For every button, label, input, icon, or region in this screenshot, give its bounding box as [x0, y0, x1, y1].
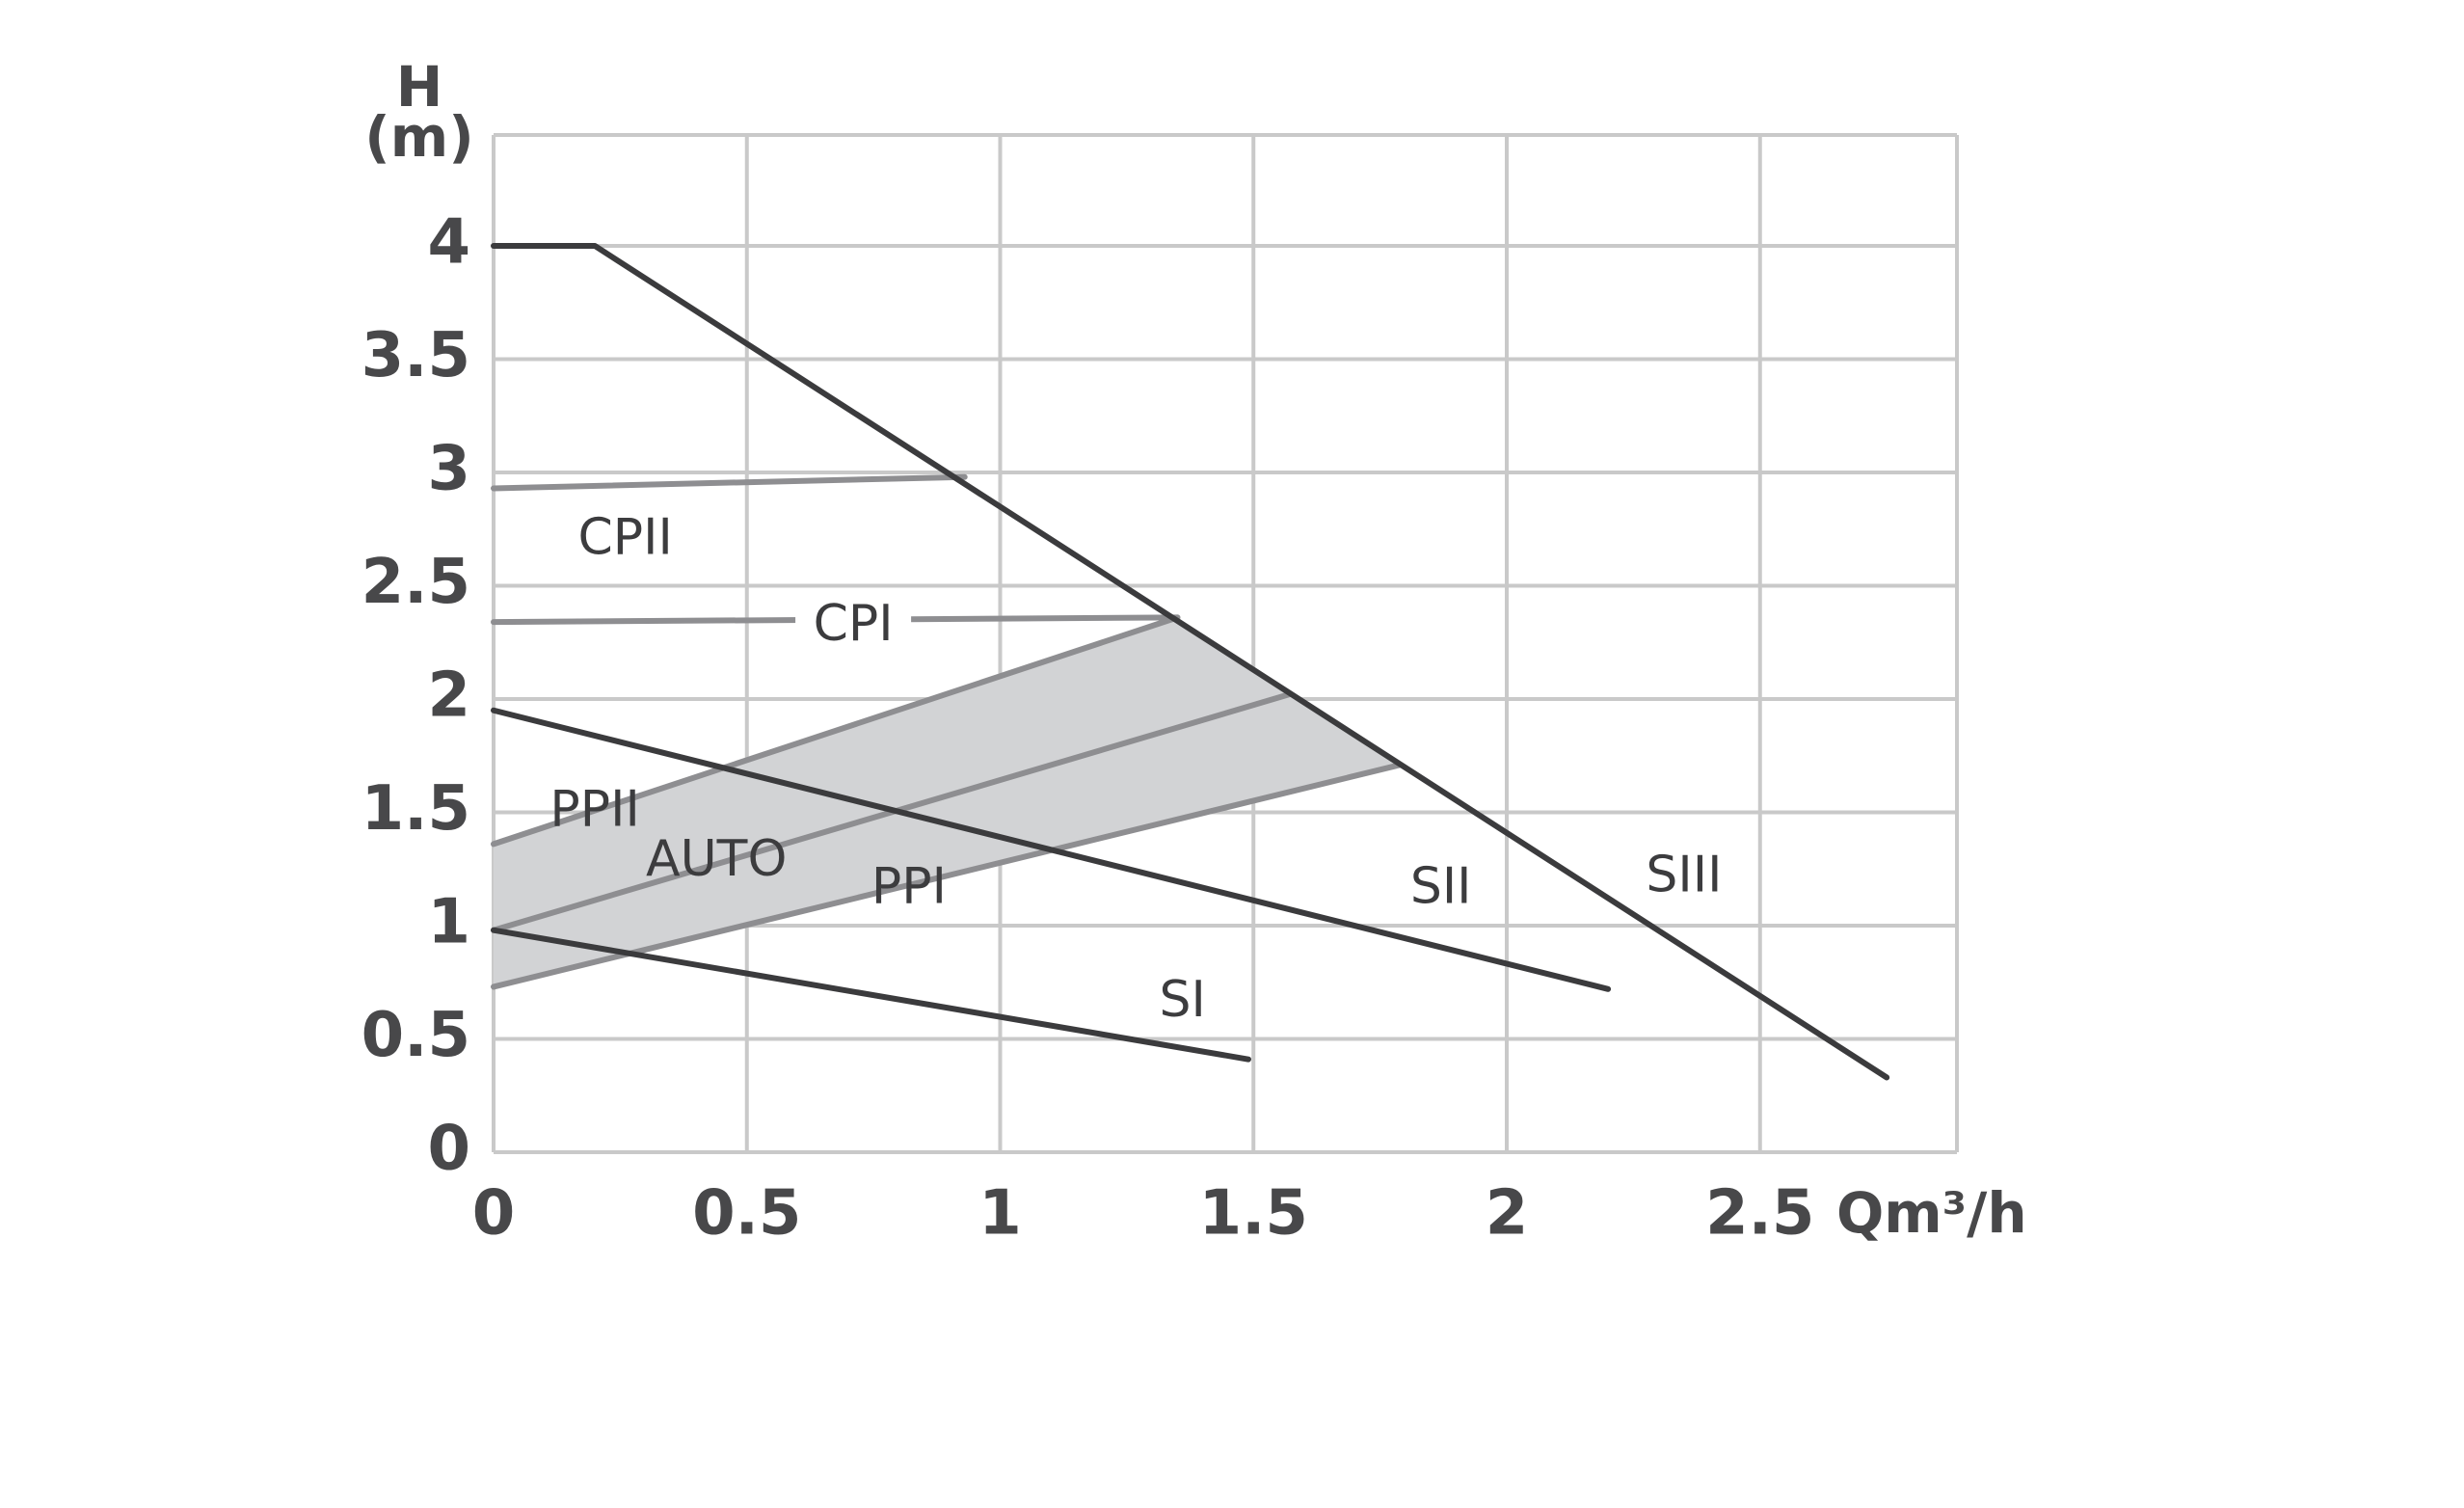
y-axis-label-line: H [396, 54, 443, 120]
series-cpii [491, 473, 968, 492]
y-axis-label-line: (m) [364, 104, 473, 170]
y-tick-label: 4 [427, 207, 470, 279]
y-tick-label: 3.5 [362, 320, 470, 391]
series-label-sii: SII [1410, 857, 1472, 915]
series-label-cpii: CPII [577, 509, 672, 567]
x-tick-label: 2 [1486, 1178, 1529, 1250]
x-tick-label: 1 [978, 1178, 1022, 1250]
y-tick-label: 1.5 [362, 773, 470, 845]
y-tick-label: 2 [427, 660, 470, 732]
series-label-ppi: PPI [871, 857, 947, 915]
series-label-ppii: PPII [549, 781, 639, 839]
series-sii [491, 707, 1612, 992]
series-layer [491, 243, 1890, 1081]
tick-layer: 0 0.5 1 1.5 2 2.5 3 3.5 4 0 0.5 1 1.5 2 2.5 Qm³/h H (m) [362, 54, 2027, 1250]
series-ppi [491, 762, 1404, 990]
x-tick-label: 0 [472, 1178, 516, 1250]
series-label-si: SI [1160, 971, 1206, 1029]
series-label-siii: SIII [1646, 847, 1722, 904]
series-si [491, 927, 1251, 1063]
band-layer [494, 617, 1401, 987]
band-auto [494, 617, 1401, 987]
x-axis-label: Qm³/h [1836, 1180, 2027, 1246]
y-tick-label: 2.5 [362, 547, 470, 618]
label-background [795, 591, 912, 658]
x-tick-label: 0.5 [692, 1178, 801, 1250]
grid-layer [492, 133, 1959, 1154]
y-axis-label: H (m) [364, 54, 473, 170]
series-label-cpi: CPI [814, 595, 894, 653]
series-label-auto: AUTO [646, 830, 787, 888]
x-tick-label: 2.5 [1705, 1178, 1814, 1250]
y-tick-label: 3 [427, 434, 470, 505]
series-siii [491, 243, 1890, 1081]
y-tick-label: 0.5 [362, 1000, 470, 1071]
y-tick-label: 0 [427, 1114, 470, 1185]
y-tick-label: 1 [427, 887, 470, 958]
series-ppii [491, 614, 1181, 848]
x-tick-label: 1.5 [1199, 1178, 1308, 1250]
